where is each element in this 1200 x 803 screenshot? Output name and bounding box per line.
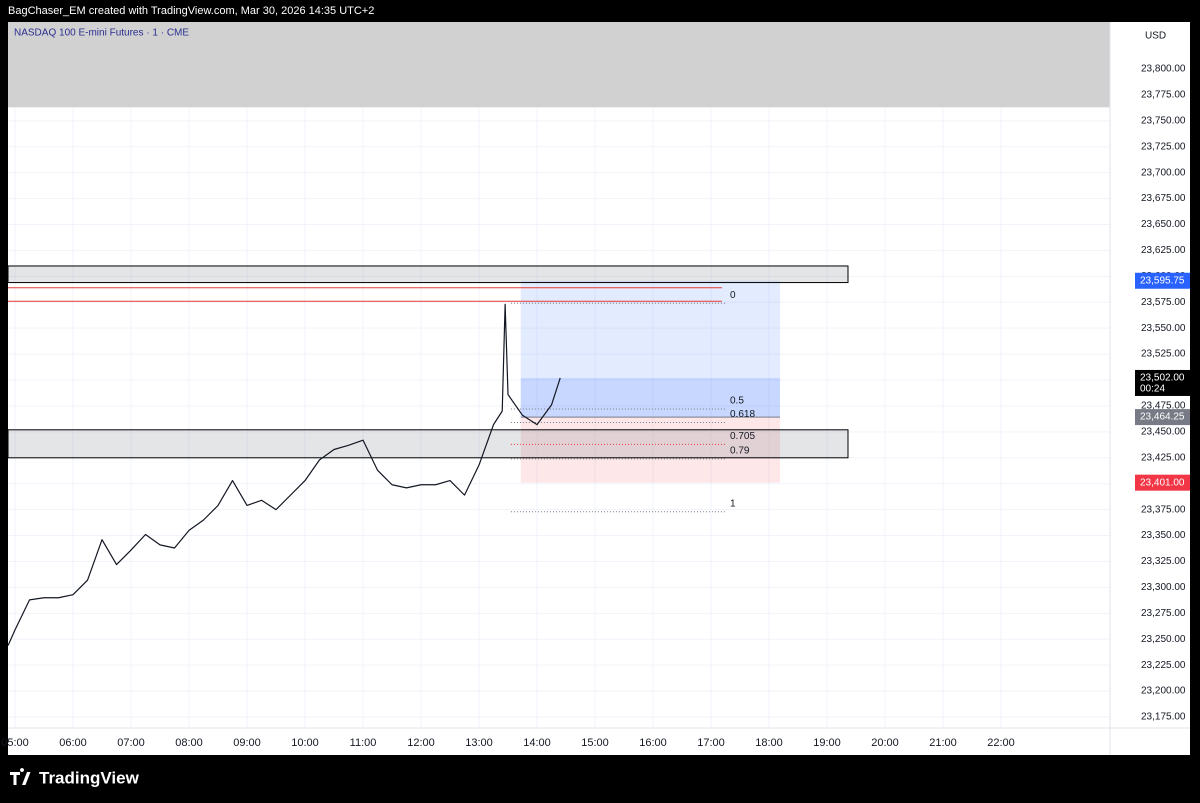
y-tick-label: 23,450.00 bbox=[1141, 427, 1186, 438]
brand: TradingView bbox=[39, 768, 140, 787]
x-tick-label: 13:00 bbox=[465, 737, 493, 749]
y-tick-label: 23,575.00 bbox=[1141, 297, 1186, 308]
x-tick-label: 10:00 bbox=[291, 737, 319, 749]
x-tick-label: 07:00 bbox=[117, 737, 145, 749]
currency: USD bbox=[1145, 31, 1166, 42]
y-tick-label: 23,625.00 bbox=[1141, 245, 1186, 256]
x-tick-label: 05:00 bbox=[1, 737, 29, 749]
position-stop-zone bbox=[520, 417, 781, 483]
position-target-zone bbox=[520, 280, 781, 418]
shaded-zone bbox=[8, 22, 1110, 108]
y-tick-label: 23,650.00 bbox=[1141, 219, 1186, 230]
stop-badge-label: 23,401.00 bbox=[1140, 477, 1185, 488]
y-tick-label: 23,775.00 bbox=[1141, 90, 1186, 101]
x-tick-label: 19:00 bbox=[813, 737, 841, 749]
x-tick-label: 12:00 bbox=[407, 737, 435, 749]
countdown: 00:24 bbox=[1140, 384, 1165, 395]
brand-logo bbox=[10, 768, 31, 785]
y-tick-label: 23,200.00 bbox=[1141, 686, 1186, 697]
y-tick-label: 23,475.00 bbox=[1141, 401, 1186, 412]
x-tick-label: 18:00 bbox=[755, 737, 783, 749]
y-tick-label: 23,250.00 bbox=[1141, 634, 1186, 645]
y-tick-label: 23,350.00 bbox=[1141, 530, 1186, 541]
entry-badge-label: 23,464.25 bbox=[1140, 412, 1185, 423]
y-tick-label: 23,275.00 bbox=[1141, 608, 1186, 619]
target-badge bbox=[1135, 272, 1190, 289]
position-open-profit bbox=[520, 377, 781, 418]
x-tick-label: 06:00 bbox=[59, 737, 87, 749]
symbol-title: NASDAQ 100 E-mini Futures · 1 · CME bbox=[14, 28, 189, 39]
y-tick-label: 23,725.00 bbox=[1141, 141, 1186, 152]
y-tick-label: 23,425.00 bbox=[1141, 452, 1186, 463]
last-price-badge-label: 23,502.00 bbox=[1140, 373, 1185, 384]
x-tick-label: 22:00 bbox=[987, 737, 1015, 749]
plot-area: 0 0.5 0.618 0.705 0.79 1 bbox=[7, 22, 1110, 728]
zone-box bbox=[7, 429, 849, 459]
target-badge-label: 23,595.75 bbox=[1140, 275, 1185, 286]
last-price-badge bbox=[1135, 369, 1190, 396]
y-tick-label: 23,225.00 bbox=[1141, 660, 1186, 671]
y-tick-label: 23,325.00 bbox=[1141, 556, 1186, 567]
stop-badge bbox=[1135, 474, 1190, 491]
entry-badge bbox=[1135, 409, 1190, 426]
y-tick-label: 23,675.00 bbox=[1141, 193, 1186, 204]
x-tick-label: 11:00 bbox=[350, 737, 377, 749]
fib-level-label: 0.705 bbox=[730, 431, 755, 442]
fib-level-label: 0 bbox=[730, 290, 736, 301]
fib-level-label: 0.618 bbox=[730, 409, 755, 420]
x-tick-label: 17:00 bbox=[697, 737, 725, 749]
y-tick-label: 23,525.00 bbox=[1141, 349, 1186, 360]
y-tick-label: 23,175.00 bbox=[1141, 712, 1186, 723]
y-tick-label: 23,700.00 bbox=[1141, 167, 1186, 178]
x-tick-label: 08:00 bbox=[175, 737, 203, 749]
chart-canvas bbox=[8, 22, 1190, 755]
y-tick-label: 23,800.00 bbox=[1141, 64, 1186, 75]
x-tick-label: 21:00 bbox=[929, 737, 957, 749]
fib-level-label: 0.79 bbox=[730, 445, 750, 456]
x-tick-label: 20:00 bbox=[871, 737, 899, 749]
fib-level-label: 0.5 bbox=[730, 396, 744, 407]
y-tick-label: 23,750.00 bbox=[1141, 115, 1186, 126]
x-tick-label: 16:00 bbox=[639, 737, 667, 749]
x-tick-label: 09:00 bbox=[233, 737, 261, 749]
y-tick-label: 23,550.00 bbox=[1141, 323, 1186, 334]
x-tick-label: 15:00 bbox=[581, 737, 609, 749]
y-tick-label: 23,300.00 bbox=[1141, 582, 1186, 593]
y-tick-label: 23,375.00 bbox=[1141, 504, 1186, 515]
price-line bbox=[7, 303, 561, 646]
x-tick-label: 14:00 bbox=[523, 737, 551, 749]
attribution: BagChaser_EM created with TradingView.co… bbox=[8, 5, 374, 17]
zone-box bbox=[7, 265, 849, 284]
fib-level-label: 1 bbox=[730, 498, 736, 509]
